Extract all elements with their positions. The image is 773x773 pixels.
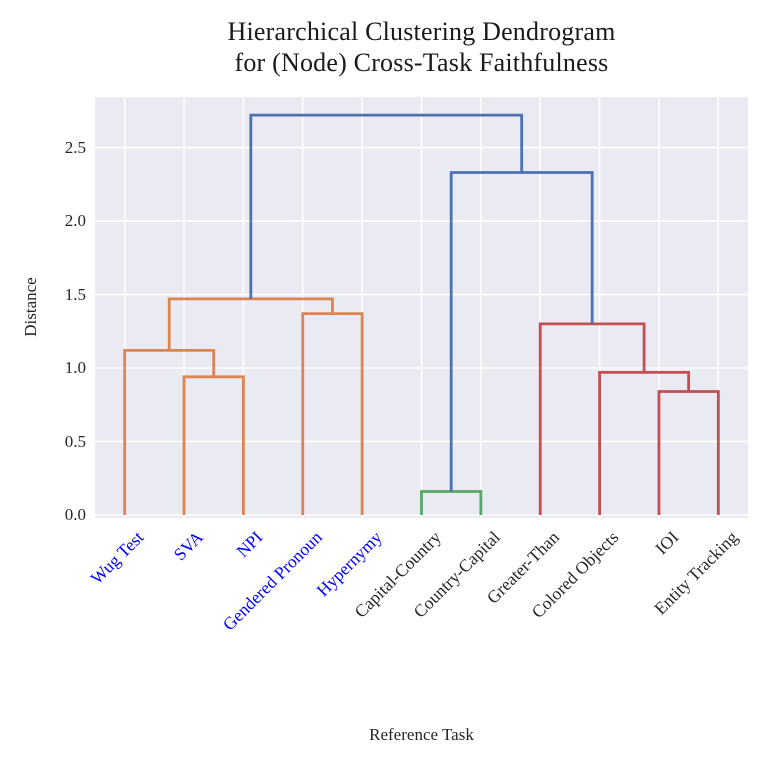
chart-title: Hierarchical Clustering Dendrogram for (… <box>95 16 748 78</box>
y-tick-label: 1.5 <box>64 284 86 304</box>
y-tick-label: 2.5 <box>64 137 86 157</box>
chart-title-line2: for (Node) Cross-Task Faithfulness <box>234 48 609 77</box>
dendrogram-link <box>301 312 364 515</box>
dendrogram-link <box>167 297 334 351</box>
dendrogram-link <box>598 371 691 515</box>
x-axis-label: Reference Task <box>369 725 474 744</box>
dendrogram-link <box>123 348 216 515</box>
leaf-label: NPI <box>232 527 267 562</box>
y-tick-label: 0.5 <box>64 431 86 451</box>
dendrogram-link <box>249 113 524 299</box>
dendrogram-canvas <box>95 97 748 518</box>
dendrogram-link <box>657 390 720 515</box>
leaf-label: IOI <box>650 527 683 559</box>
y-tick-label: 2.0 <box>64 211 86 230</box>
dendrogram-link <box>449 171 594 492</box>
y-tick-label: 0.0 <box>64 505 86 524</box>
dendrogram-link <box>420 490 483 515</box>
y-tick-label: 1.0 <box>64 358 86 377</box>
dendrogram-link <box>538 322 646 515</box>
leaf-label: SVA <box>169 527 208 565</box>
leaf-label: Wug Test <box>86 527 148 589</box>
plot-area <box>95 97 748 518</box>
dendrogram-link <box>182 375 245 515</box>
y-axis-label: Distance <box>21 277 40 337</box>
chart-title-line1: Hierarchical Clustering Dendrogram <box>227 17 616 46</box>
